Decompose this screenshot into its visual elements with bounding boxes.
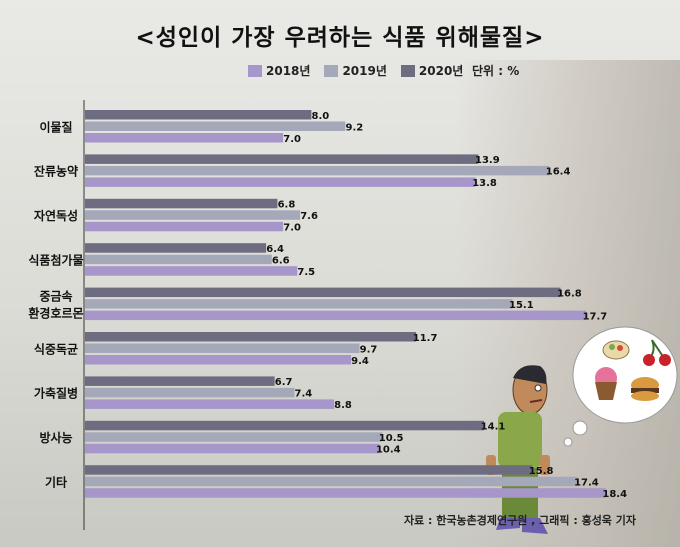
bar-2019년 bbox=[85, 121, 346, 131]
legend-item-2020: 2020년 bbox=[400, 62, 464, 79]
bar-2018년 bbox=[85, 177, 476, 187]
value-label: 16.8 bbox=[557, 288, 582, 299]
bar-2020년 bbox=[85, 110, 312, 120]
value-label: 9.2 bbox=[346, 122, 364, 133]
bar-2020년 bbox=[85, 420, 485, 431]
value-label: 17.7 bbox=[583, 311, 608, 322]
bar-2019년 bbox=[85, 343, 360, 353]
legend-item-2019: 2019년 bbox=[324, 62, 387, 79]
value-label: 13.8 bbox=[472, 178, 497, 189]
legend-label-2019: 2019년 bbox=[342, 64, 387, 78]
value-label: 6.4 bbox=[266, 244, 284, 255]
value-label: 11.7 bbox=[413, 333, 438, 344]
value-label: 9.7 bbox=[360, 344, 378, 355]
value-label: 9.4 bbox=[351, 356, 369, 367]
category-label: 중금속 bbox=[39, 289, 72, 303]
legend-swatch-2018 bbox=[248, 64, 262, 77]
bar-2018년 bbox=[85, 488, 606, 498]
bar-2019년 bbox=[85, 387, 295, 398]
source-credit: 자료 : 한국농촌경제연구원 , 그래픽 : 홍성욱 기자 bbox=[403, 514, 636, 527]
value-label: 10.4 bbox=[376, 445, 401, 456]
legend: 2018년 2019년 2020년 bbox=[248, 62, 477, 79]
value-label: 8.8 bbox=[334, 400, 352, 411]
value-label: 7.0 bbox=[283, 223, 301, 234]
value-label: 15.8 bbox=[529, 466, 554, 477]
legend-swatch-2020 bbox=[400, 64, 415, 77]
bars bbox=[85, 110, 606, 498]
legend-swatch-2019 bbox=[324, 64, 339, 77]
value-label: 7.5 bbox=[297, 267, 315, 278]
category-label: 방사능 bbox=[39, 430, 72, 445]
bar-2019년 bbox=[85, 210, 301, 220]
legend-label-2018: 2018년 bbox=[266, 64, 311, 78]
bar-2020년 bbox=[85, 376, 275, 386]
value-label: 10.5 bbox=[379, 433, 404, 444]
unit-label: 단위 : % bbox=[472, 64, 520, 78]
category-label: 자연독성 bbox=[34, 208, 78, 223]
value-label: 6.8 bbox=[278, 200, 296, 211]
category-label: 환경호르몬 bbox=[28, 305, 83, 320]
bar-2019년 bbox=[85, 254, 272, 265]
bar-2020년 bbox=[85, 198, 278, 209]
value-label: 18.4 bbox=[602, 489, 627, 500]
bar-2018년 bbox=[85, 355, 352, 365]
bar-2020년 bbox=[85, 243, 267, 253]
bar-2020년 bbox=[85, 287, 561, 298]
value-label: 7.6 bbox=[300, 211, 318, 222]
category-label: 기타 bbox=[45, 474, 67, 489]
value-label: 13.9 bbox=[475, 155, 500, 166]
value-label: 6.6 bbox=[272, 255, 290, 266]
category-label: 가축질병 bbox=[34, 386, 78, 401]
bar-2020년 bbox=[85, 465, 533, 475]
chart-title: <성인이 가장 우려하는 식품 위해물질> bbox=[135, 25, 545, 51]
bar-2020년 bbox=[85, 332, 417, 342]
category-label: 잔류농약 bbox=[34, 164, 78, 179]
bar-2019년 bbox=[85, 299, 513, 309]
bar-2018년 bbox=[85, 266, 298, 276]
value-label: 17.4 bbox=[574, 477, 599, 488]
legend-item-2018: 2018년 bbox=[248, 62, 310, 79]
value-label: 6.7 bbox=[275, 377, 293, 388]
bar-2019년 bbox=[85, 476, 578, 487]
legend-label-2020: 2020년 bbox=[418, 64, 464, 78]
value-label: 15.1 bbox=[509, 300, 534, 311]
value-label: 16.4 bbox=[546, 167, 571, 178]
bar-2019년 bbox=[85, 165, 550, 176]
value-label: 8.0 bbox=[312, 111, 330, 122]
value-label: 7.4 bbox=[295, 389, 313, 400]
category-label: 이물질 bbox=[39, 119, 72, 134]
category-label: 식중독균 bbox=[34, 341, 78, 356]
bar-2020년 bbox=[85, 154, 479, 164]
value-label: 7.0 bbox=[283, 134, 301, 145]
bar-2018년 bbox=[85, 133, 284, 143]
value-label: 14.1 bbox=[481, 422, 506, 433]
bar-2018년 bbox=[85, 310, 586, 321]
bar-2018년 bbox=[85, 221, 284, 232]
category-label: 식품첨가물 bbox=[28, 252, 83, 267]
bar-2018년 bbox=[85, 443, 380, 454]
bar-2018년 bbox=[85, 399, 335, 409]
value-labels: 8.09.27.013.916.413.86.87.67.06.46.67.51… bbox=[266, 111, 627, 500]
bar-2019년 bbox=[85, 432, 383, 442]
